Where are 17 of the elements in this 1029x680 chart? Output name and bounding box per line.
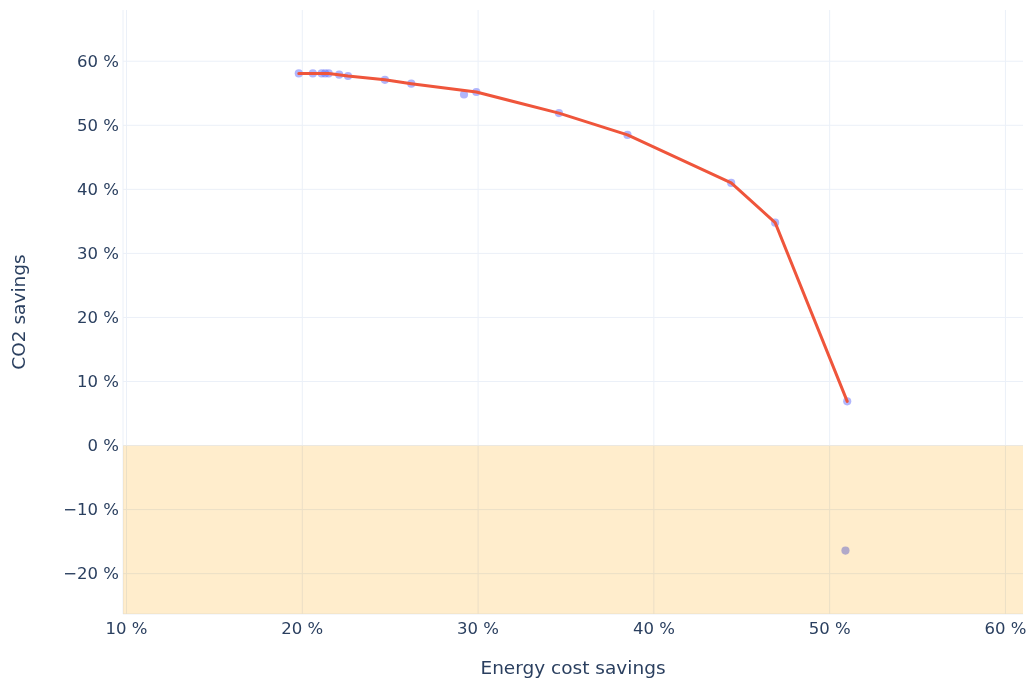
y-tick-label: 30 % — [77, 244, 119, 264]
y-axis-title: CO2 savings — [8, 254, 29, 370]
x-tick-label: 60 % — [984, 619, 1027, 638]
y-tick-label: 10 % — [77, 372, 119, 392]
x-axis-title: Energy cost savings — [480, 657, 666, 678]
y-tick-label: −10 % — [63, 500, 119, 520]
x-tick-label: 20 % — [281, 619, 324, 638]
y-tick-label: 20 % — [77, 308, 119, 328]
x-tick-label: 30 % — [457, 619, 500, 638]
y-tick-label: 40 % — [77, 180, 119, 200]
x-tick-label: 40 % — [632, 619, 675, 638]
y-tick-label: −20 % — [63, 564, 119, 584]
y-tick-label: 60 % — [77, 52, 119, 72]
x-tick-label: 10 % — [105, 619, 148, 638]
y-tick-label: 0 % — [87, 436, 119, 456]
y-tick-label: 50 % — [77, 116, 119, 136]
x-tick-label: 50 % — [808, 619, 851, 638]
